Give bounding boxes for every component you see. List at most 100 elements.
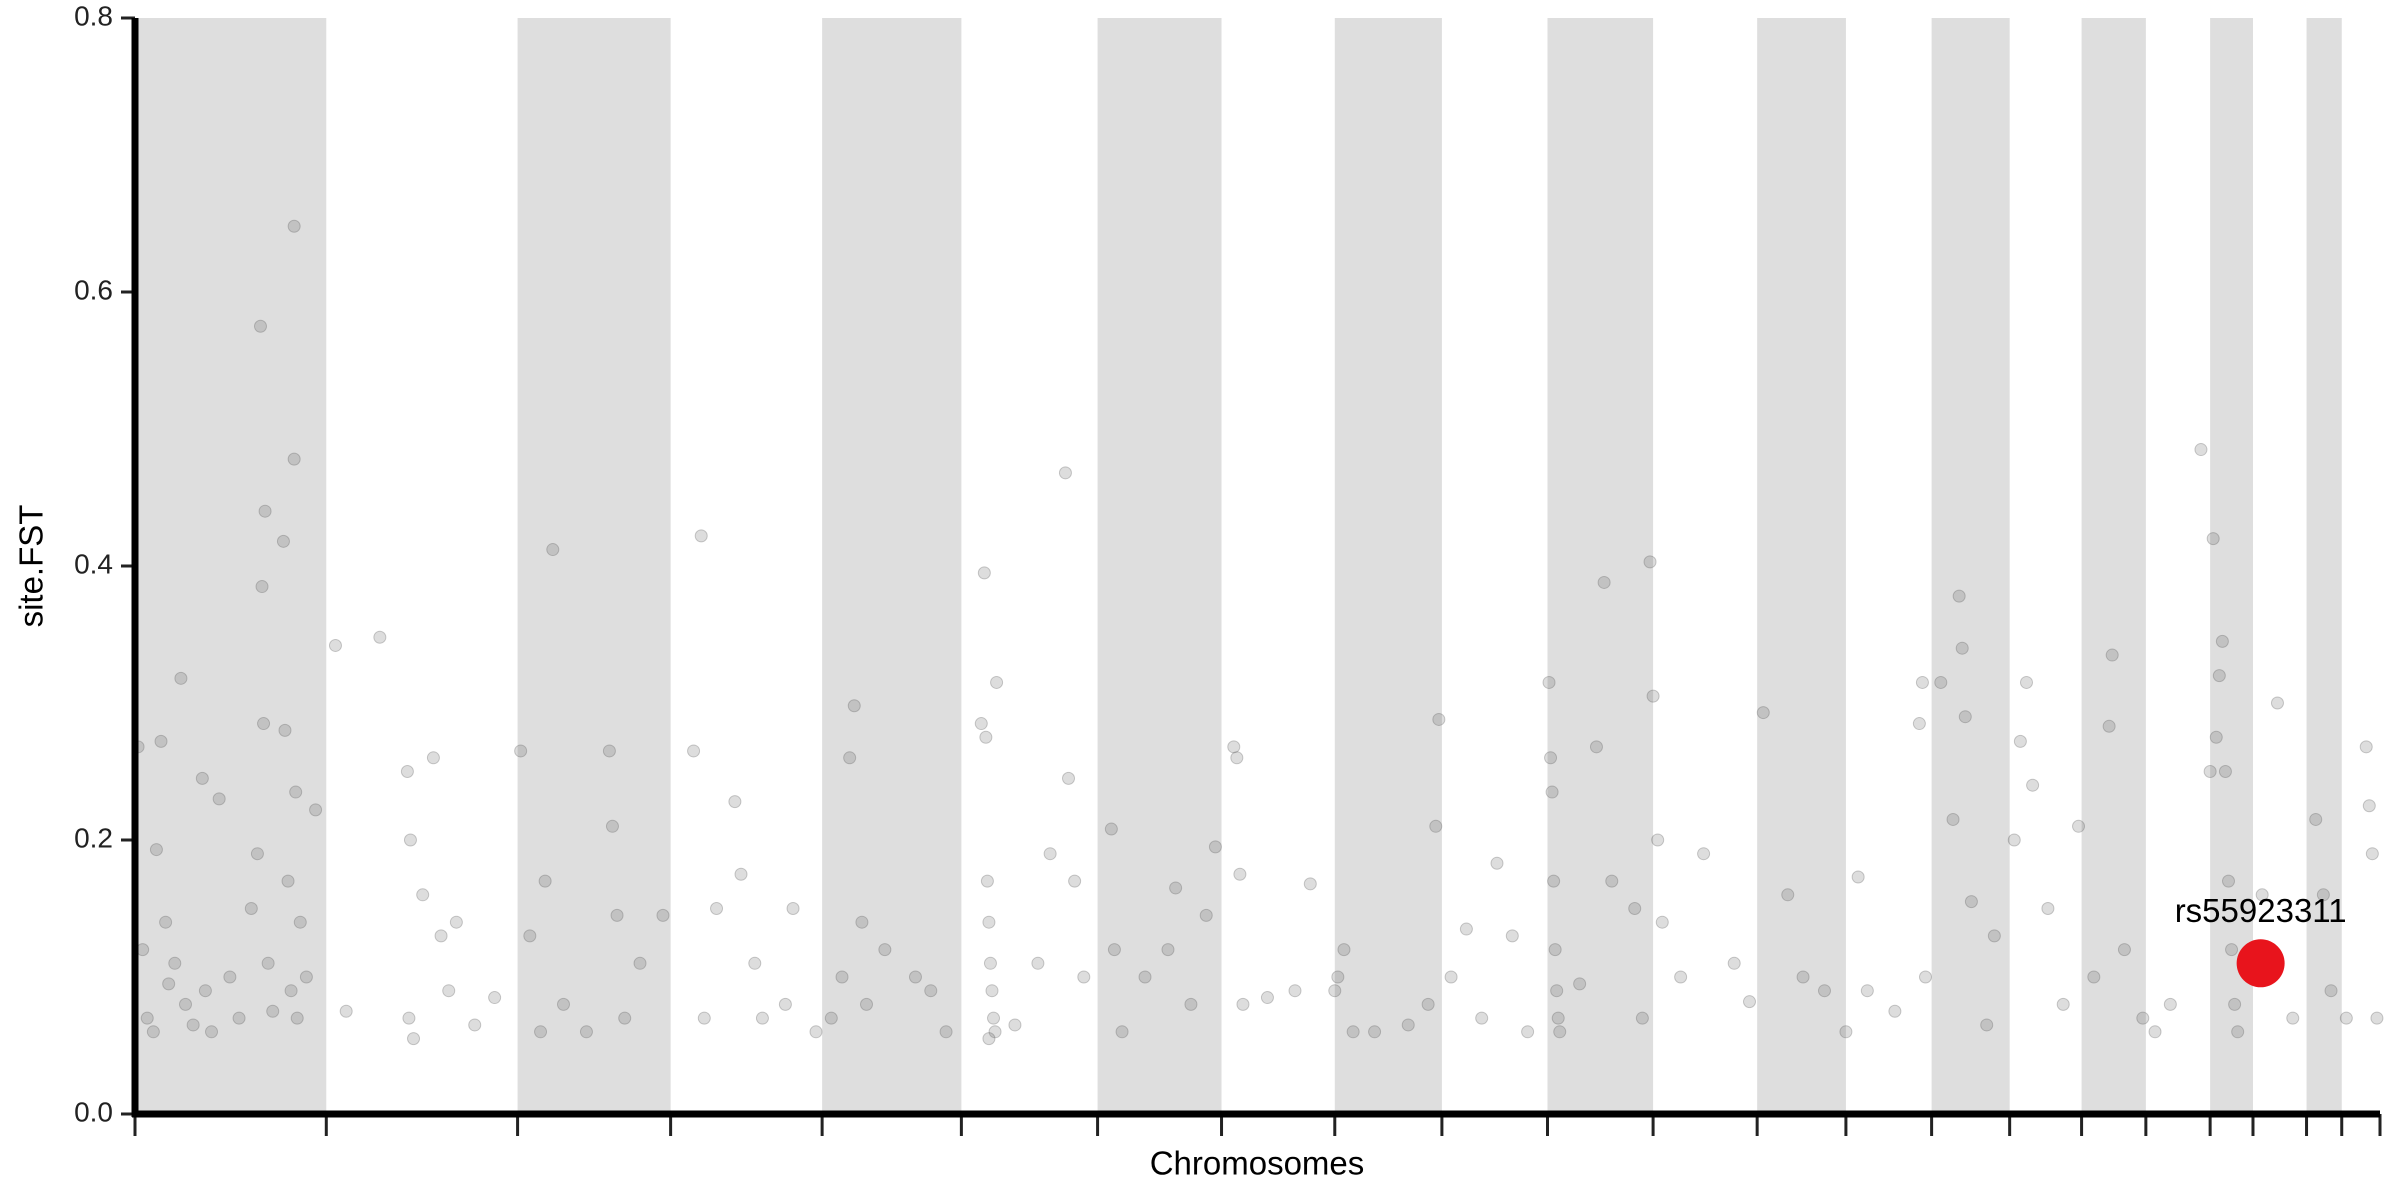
point [2072, 819, 2086, 833]
point [1697, 847, 1711, 861]
point [2163, 997, 2177, 1011]
point [2286, 1011, 2300, 1025]
point [468, 1018, 482, 1032]
point [276, 534, 290, 548]
chromosome-band [1547, 18, 1654, 1114]
point [2309, 812, 2323, 826]
point [2362, 799, 2376, 813]
point [1542, 675, 1556, 689]
point [523, 929, 537, 943]
point [656, 908, 670, 922]
point [618, 1011, 632, 1025]
point [1860, 984, 1874, 998]
point [287, 452, 301, 466]
point [1912, 717, 1926, 731]
point [2212, 669, 2226, 683]
point [1490, 856, 1504, 870]
point [174, 671, 188, 685]
point [610, 908, 624, 922]
point [154, 734, 168, 748]
point [1115, 1025, 1129, 1039]
point [1068, 874, 1082, 888]
point [2087, 970, 2101, 984]
point [1233, 867, 1247, 881]
point [2225, 943, 2239, 957]
point [908, 970, 922, 984]
point [1444, 970, 1458, 984]
point [2359, 740, 2373, 754]
point [1946, 812, 1960, 826]
point [1331, 970, 1345, 984]
point [605, 819, 619, 833]
y-tick-label: 0.0 [74, 1096, 113, 1127]
point [694, 529, 708, 543]
point [1505, 929, 1519, 943]
point [1934, 675, 1948, 689]
point [1328, 984, 1342, 998]
point [373, 630, 387, 644]
chromosome-band [517, 18, 671, 1114]
point [786, 902, 800, 915]
point [179, 997, 193, 1011]
point [488, 991, 502, 1005]
point [1980, 1018, 1994, 1032]
point [159, 915, 173, 929]
point [1643, 555, 1657, 569]
point [1548, 943, 1562, 957]
point [195, 771, 209, 785]
point [140, 1011, 154, 1025]
point [633, 956, 647, 970]
point [1337, 943, 1351, 957]
point [2056, 997, 2070, 1011]
point [1260, 991, 1274, 1005]
point [1227, 740, 1241, 754]
point [2013, 734, 2027, 748]
point [1952, 589, 1966, 603]
point [1368, 1025, 1382, 1039]
point [284, 984, 298, 998]
chromosome-band [1097, 18, 1222, 1114]
point [402, 1011, 416, 1025]
point [1964, 895, 1978, 909]
point [1635, 1011, 1649, 1025]
point [328, 638, 342, 652]
point [546, 543, 560, 557]
point [1796, 970, 1810, 984]
point [244, 902, 258, 915]
chromosome-band [2210, 18, 2253, 1114]
point [855, 915, 869, 929]
point [1077, 970, 1091, 984]
y-tick-label: 0.4 [74, 548, 113, 579]
point [579, 1025, 593, 1039]
chromosome-band [135, 18, 327, 1114]
point [2194, 443, 2208, 457]
point [1605, 874, 1619, 888]
point [2105, 648, 2119, 662]
point [2209, 730, 2223, 744]
point [1851, 870, 1865, 884]
point [1551, 1011, 1565, 1025]
x-axis-label: Chromosomes [1150, 1145, 1365, 1182]
point [1043, 847, 1057, 861]
point [2117, 943, 2131, 957]
point [979, 730, 993, 744]
point [1589, 740, 1603, 754]
chromosome-band [2081, 18, 2146, 1114]
point [223, 970, 237, 984]
point [534, 1025, 548, 1039]
point [2228, 997, 2242, 1011]
point [843, 751, 857, 765]
point [1169, 881, 1183, 895]
point [1958, 710, 1972, 724]
point [1597, 575, 1611, 589]
y-tick-label: 0.2 [74, 822, 113, 853]
point [982, 915, 996, 929]
chromosome-band [1757, 18, 1846, 1114]
point [982, 1032, 996, 1046]
point [146, 1025, 160, 1039]
point [250, 847, 264, 861]
highlight-point [2236, 939, 2285, 988]
chromosome-band [822, 18, 962, 1114]
point [309, 803, 323, 817]
